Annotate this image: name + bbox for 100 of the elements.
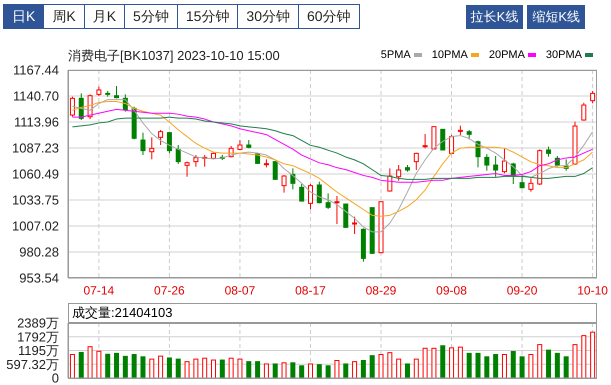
bar [466,352,472,378]
text: 日K [4,5,44,28]
candlestick [149,136,154,160]
bar [546,350,552,378]
bar [343,363,348,378]
bar [193,358,198,378]
bar [554,352,560,378]
y-tick-label: 1060.49 [12,166,59,182]
text: 月K [84,5,124,28]
bar [246,361,252,378]
y-tick-label: 2389万 [17,316,59,331]
legend-label: 20PMA [488,49,525,61]
text: 拉长K线 [466,5,524,29]
bar [458,346,463,378]
text: 缩短K线 [527,5,585,29]
bar [476,352,481,378]
bar [404,363,410,378]
y-tick-label: 980.28 [19,244,59,260]
bar [158,356,164,378]
y-tick-label: 953.54 [19,270,59,286]
x-tick-label: 08-07 [224,284,256,298]
legend-label: 10PMA [432,49,468,61]
x-tick-label: 07-14 [84,284,115,298]
legend-label: 30PMA [546,49,582,61]
legend-label: 5PMA [380,49,411,61]
x-tick-label: 09-20 [506,284,538,298]
bar [352,361,358,378]
bar [290,362,296,378]
bar [564,356,569,378]
bar [166,357,172,378]
text: 15分钟 [176,5,238,28]
candlestick [343,204,348,228]
bar [326,365,331,378]
x-tick-label: 07-26 [154,284,186,298]
y-tick-label: 0 [52,370,59,385]
bar [78,352,84,378]
bar [202,358,208,378]
candlestick [440,128,446,150]
bar [184,361,190,378]
bar [537,344,542,378]
bar [105,354,110,378]
bar [440,345,446,378]
text: 30分钟 [237,5,298,28]
y-tick-label: 1007.02 [12,218,59,234]
y-tick-label: 1033.75 [12,192,59,208]
bar [528,354,534,378]
bar [590,332,596,378]
bar [572,344,578,378]
bar [88,346,93,378]
bar [140,356,146,378]
bar [360,360,366,378]
y-tick-label: 1792万 [17,329,59,344]
bar [220,360,225,378]
candlestick [431,126,436,150]
bar [449,347,454,378]
bar [299,365,304,378]
bar [96,350,102,378]
y-tick-label: 1167.44 [12,62,59,78]
bar [132,354,137,378]
bar [264,363,269,378]
y-tick-label: 1087.23 [12,140,59,156]
x-tick-label: 10-10 [577,284,608,298]
bar [255,361,260,378]
bar [122,356,128,378]
bar [510,351,516,378]
bar [334,360,340,378]
y-tick-label: 1113.96 [14,114,59,130]
bar [422,348,428,378]
bar [493,354,498,378]
text: 5分钟 [124,5,177,28]
x-tick-label: 08-17 [295,284,326,298]
bar [316,364,322,378]
y-tick-label: 597.32万 [6,356,59,372]
chart-title: 消费电子[BK1037] 2023-10-10 15:00 [68,47,280,65]
bar [520,356,525,378]
bar [237,358,242,378]
bar [70,354,75,378]
bar [581,335,586,378]
bar [282,362,287,378]
bar [431,348,436,378]
bar [114,352,120,378]
chart-title: 成交量:21404103 [72,305,172,320]
bar [396,358,402,378]
bar [414,358,419,378]
y-tick-label: 1195万 [18,343,59,358]
bar [387,352,392,378]
text: 周K [43,5,84,28]
bar [272,363,278,378]
bar [176,358,181,378]
bar [484,356,490,378]
x-tick-label: 09-08 [436,284,468,298]
bar [502,354,507,378]
text: 60分钟 [298,5,359,28]
y-tick-label: 1140.70 [12,88,59,104]
bar [378,354,384,378]
bar [211,360,216,378]
bar [370,355,375,378]
bar [308,363,313,378]
candlestick [290,168,296,190]
x-tick-label: 08-29 [366,284,397,298]
